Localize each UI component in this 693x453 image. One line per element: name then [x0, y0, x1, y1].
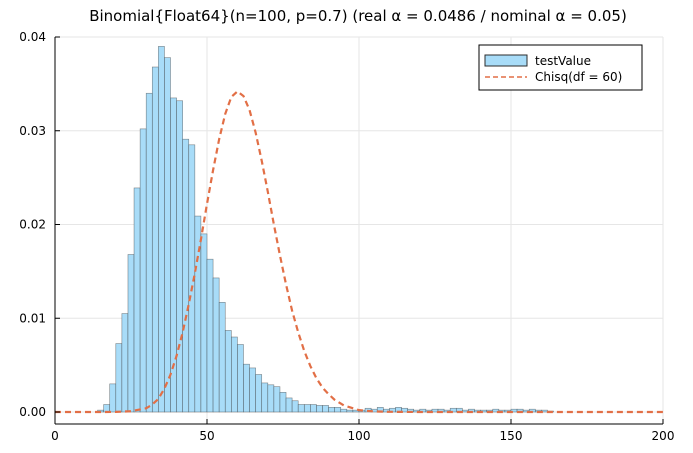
- y-tick-label: 0.03: [19, 124, 46, 138]
- histogram-bar: [340, 408, 348, 413]
- histogram-bar: [285, 397, 293, 413]
- legend: testValue Chisq(df = 60): [478, 44, 643, 91]
- legend-label-curve: Chisq(df = 60): [535, 70, 622, 84]
- histogram-bar: [121, 313, 129, 413]
- histogram-bar: [261, 382, 269, 413]
- histogram-bar: [334, 407, 342, 413]
- histogram-bar: [218, 302, 226, 413]
- histogram-bar: [176, 100, 183, 413]
- histogram-bar: [249, 367, 256, 413]
- legend-label-histogram: testValue: [535, 54, 591, 68]
- histogram-bar: [127, 254, 135, 413]
- histogram-bar: [322, 405, 329, 413]
- x-tick-label: 0: [51, 429, 59, 443]
- histogram-bar: [164, 57, 171, 413]
- x-tick-label: 150: [500, 429, 523, 443]
- histogram-bar: [139, 128, 147, 413]
- chart-title: Binomial{Float64}(n=100, p=0.7) (real α …: [89, 7, 627, 25]
- histogram-bar: [316, 405, 323, 413]
- histogram-bar: [303, 404, 311, 413]
- histogram-bar: [206, 258, 214, 413]
- x-tick-label: 100: [348, 429, 371, 443]
- histogram-bar: [212, 277, 220, 413]
- histogram-bar: [346, 409, 354, 413]
- x-tick-label: 50: [199, 429, 214, 443]
- histogram-bar: [237, 344, 244, 413]
- legend-swatch-histogram: [484, 54, 528, 67]
- histogram-bar: [273, 386, 281, 413]
- histogram-bar: [133, 187, 141, 413]
- histogram-bar: [279, 392, 287, 413]
- histogram-bar: [182, 138, 190, 413]
- histogram-bar: [151, 66, 159, 413]
- histogram-bars: [97, 46, 554, 413]
- histogram-bar: [328, 407, 335, 413]
- histogram-bar: [291, 400, 299, 413]
- histogram-bar: [115, 343, 123, 413]
- chisq-density-line: [55, 89, 663, 414]
- histogram-bar: [194, 215, 202, 413]
- histogram-bar: [297, 404, 305, 413]
- histogram-bar: [109, 383, 117, 413]
- histogram-bar: [243, 363, 250, 413]
- axes-layer: 0 50 100 150 200 0.00 0.01 0.02 0.03 0.04: [19, 30, 674, 443]
- y-tick-label: 0.04: [19, 30, 46, 44]
- histogram-bar: [224, 330, 232, 413]
- histogram-bar: [310, 404, 317, 413]
- histogram-bar: [158, 46, 165, 413]
- histogram-bar: [267, 384, 275, 413]
- histogram-bar: [145, 92, 153, 413]
- legend-box: [478, 44, 643, 91]
- x-tick-label: 200: [652, 429, 675, 443]
- y-tick-label: 0.02: [19, 218, 46, 232]
- histogram-bar: [231, 336, 238, 413]
- histogram-bar: [200, 233, 208, 413]
- y-tick-label: 0.01: [19, 311, 46, 325]
- density-curve-layer: [55, 89, 663, 414]
- histogram-bar: [255, 374, 263, 413]
- y-tick-label: 0.00: [19, 405, 46, 419]
